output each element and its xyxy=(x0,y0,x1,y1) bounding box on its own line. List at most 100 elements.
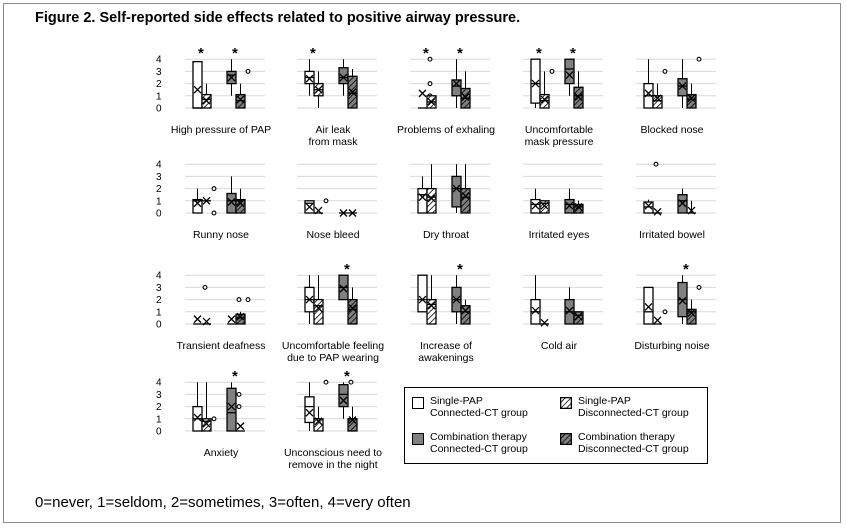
box-3 xyxy=(226,176,237,214)
box-body xyxy=(313,298,324,325)
panel-label: Unconscious need to xyxy=(284,447,382,459)
panel: Irritated eyes xyxy=(523,163,603,241)
y-tick-label: 4 xyxy=(156,160,162,171)
legend-item-combo-disconnected: Combination therapy Disconnected-CT grou… xyxy=(560,431,689,455)
legend-swatch-white-hatched xyxy=(560,397,572,409)
outlier-point xyxy=(202,284,208,290)
mean-marker xyxy=(678,82,687,90)
panel-label: Nose bleed xyxy=(306,229,359,241)
box-1 xyxy=(192,60,203,109)
mean-marker xyxy=(540,318,549,327)
box-3 xyxy=(226,59,237,96)
box-body xyxy=(426,187,437,214)
mean-marker xyxy=(678,199,687,208)
panel: * Disturbing noise xyxy=(634,261,716,352)
box-2 xyxy=(202,317,211,326)
panel: Dry throat xyxy=(410,163,490,241)
y-tick-label: 2 xyxy=(156,295,162,306)
mean-marker xyxy=(540,201,549,210)
box-body xyxy=(677,78,688,97)
box-body xyxy=(192,198,203,214)
mean-marker xyxy=(314,304,323,313)
panel: * * Problems of exhaling xyxy=(397,45,495,136)
significance-star: * xyxy=(423,45,429,62)
box-body xyxy=(686,93,697,109)
legend-label-line2: Disconnected-CT group xyxy=(578,407,689,419)
mean-marker xyxy=(565,306,574,315)
mean-marker xyxy=(461,93,470,101)
mean-marker xyxy=(427,301,436,310)
y-tick-label: 0 xyxy=(156,104,162,115)
box-3 xyxy=(226,382,242,432)
mean-marker xyxy=(687,309,696,317)
panel-label: Runny nose xyxy=(193,229,249,241)
y-tick-label: 4 xyxy=(156,271,162,282)
mean-marker xyxy=(653,207,662,216)
box-body xyxy=(192,60,203,109)
outlier-point xyxy=(662,68,668,74)
y-tick-label: 0 xyxy=(156,320,162,331)
mean-marker xyxy=(339,209,348,217)
box-2 xyxy=(539,68,555,109)
box-2 xyxy=(314,198,329,215)
significance-star: * xyxy=(536,45,542,62)
box-body xyxy=(304,396,315,424)
box-body xyxy=(426,298,437,325)
mean-marker xyxy=(236,312,245,321)
box-2 xyxy=(313,71,324,108)
box-body xyxy=(530,58,541,104)
box-3 xyxy=(677,275,688,324)
significance-star: * xyxy=(457,45,463,62)
y-tick-label: 2 xyxy=(156,79,162,90)
box-2 xyxy=(426,95,437,109)
box-1 xyxy=(304,200,315,214)
box-1 xyxy=(643,59,654,109)
panel-label: mask pressure xyxy=(525,136,594,148)
legend-label-line1: Combination therapy xyxy=(578,431,675,443)
legend-label-line2: Connected-CT group xyxy=(430,407,528,419)
box-4 xyxy=(347,287,358,325)
legend-item-combo-connected: Combination therapy Connected-CT group xyxy=(412,431,528,455)
box-4 xyxy=(235,188,246,214)
box-body xyxy=(338,383,349,408)
mean-marker xyxy=(531,306,540,315)
mean-marker xyxy=(452,184,461,193)
panel-label: Uncomfortable xyxy=(525,124,593,136)
mean-marker xyxy=(202,317,211,326)
outlier-point xyxy=(427,56,433,62)
outlier-point xyxy=(323,379,329,385)
mean-marker xyxy=(314,206,323,215)
box-body xyxy=(564,58,575,85)
mean-marker xyxy=(574,312,583,321)
mean-marker xyxy=(348,304,357,313)
mean-marker xyxy=(202,96,211,105)
box-4 xyxy=(235,68,251,109)
panel-label: Irritated bowel xyxy=(639,229,705,241)
mean-marker xyxy=(227,198,236,206)
significance-star: * xyxy=(232,368,238,385)
mean-marker xyxy=(644,201,653,210)
box-1 xyxy=(193,284,208,325)
box-body xyxy=(235,313,246,325)
y-tick-label: 1 xyxy=(156,196,162,207)
box-2 xyxy=(201,382,217,432)
box-3 xyxy=(564,287,575,325)
panel-label: Uncomfortable feeling xyxy=(282,340,384,352)
panel-label: Air leak xyxy=(315,124,351,136)
mean-marker xyxy=(305,202,314,211)
mean-marker xyxy=(461,306,470,315)
mean-marker xyxy=(339,73,348,82)
significance-star: * xyxy=(683,261,689,278)
figure-frame xyxy=(3,3,841,523)
box-4 xyxy=(573,71,584,109)
box-4 xyxy=(687,200,696,215)
significance-star: * xyxy=(457,261,463,278)
box-3 xyxy=(338,59,349,96)
y-tick-label: 2 xyxy=(156,184,162,195)
mean-marker xyxy=(687,206,696,215)
outlier-point xyxy=(211,416,217,422)
